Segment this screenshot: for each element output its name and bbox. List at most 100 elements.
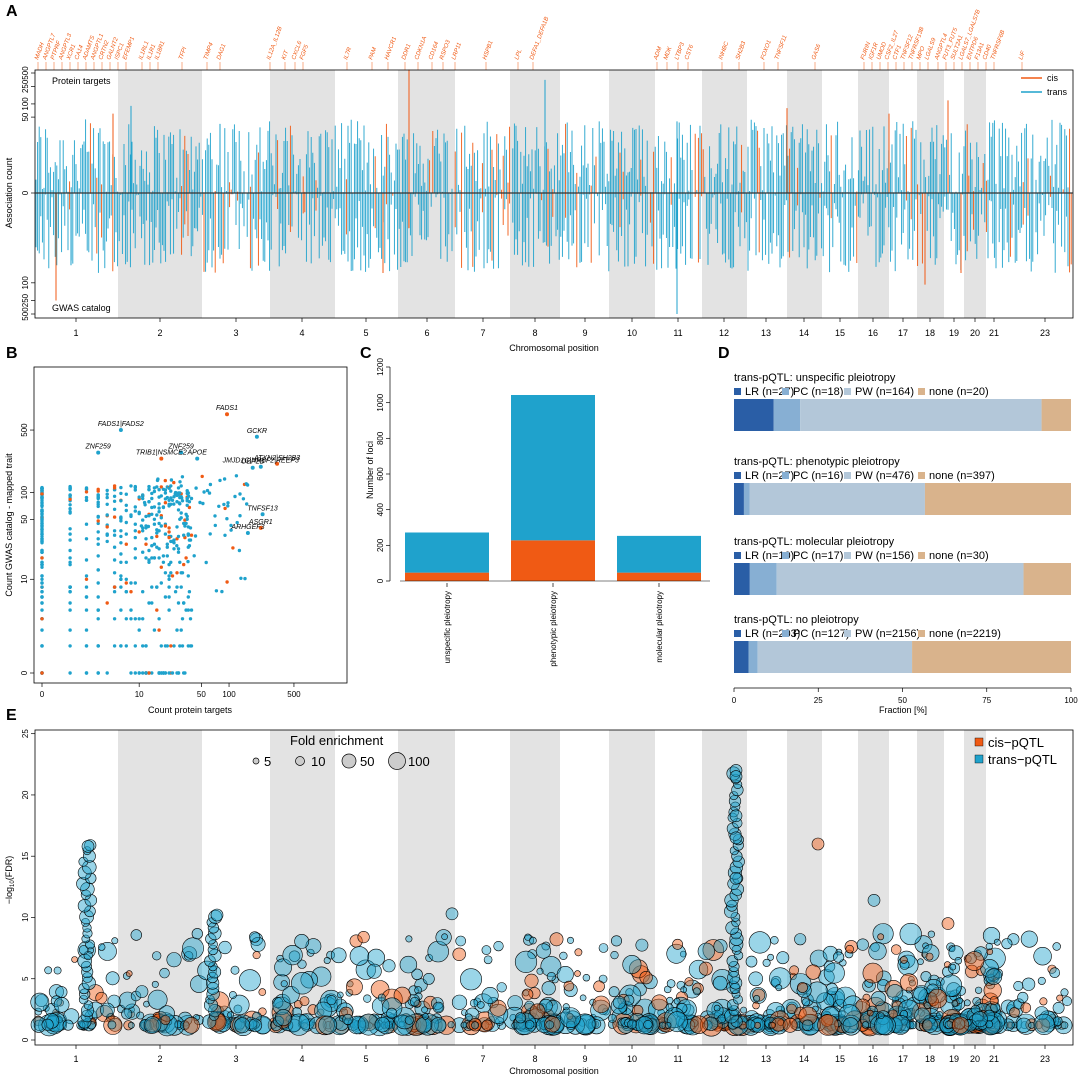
point-trans	[207, 922, 219, 934]
point-trans	[136, 1011, 145, 1020]
point-trans	[163, 571, 168, 575]
point-cis	[103, 1015, 123, 1035]
point-trans	[157, 556, 161, 560]
point-trans	[801, 1019, 814, 1032]
point-cis	[592, 995, 610, 1014]
size-legend-5: 5	[264, 754, 271, 769]
panel-a-letter: A	[6, 3, 18, 20]
point-trans	[169, 484, 173, 488]
point-trans	[182, 1021, 190, 1029]
point-trans	[133, 547, 137, 551]
point-trans	[182, 671, 186, 675]
point-trans	[150, 496, 154, 501]
point-trans	[971, 1011, 988, 1028]
y-tick-label: 0	[21, 1037, 30, 1042]
point-trans	[280, 980, 288, 988]
point-trans	[414, 986, 423, 995]
annotated-point	[250, 465, 255, 470]
point-trans	[40, 585, 44, 589]
point-trans	[159, 644, 163, 648]
point-trans	[156, 1014, 179, 1037]
point-cis	[231, 546, 235, 550]
point-trans	[141, 494, 145, 498]
legend-cis-label: cis−pQTL	[988, 735, 1044, 750]
point-trans	[119, 499, 123, 503]
point-trans	[730, 912, 741, 922]
x-tick-label: 18	[925, 328, 935, 338]
x-tick-label: 1	[73, 1054, 78, 1064]
point-trans	[399, 955, 418, 974]
annotation-label: TNFSF13	[247, 505, 277, 512]
point-trans	[144, 671, 148, 675]
point-trans	[204, 560, 208, 565]
point-trans	[127, 1021, 135, 1029]
point-trans	[308, 1016, 327, 1035]
y-tick-label: 10	[20, 574, 29, 583]
bar-trans	[511, 394, 595, 541]
point-trans	[133, 644, 137, 648]
x-tick-label: 50	[898, 696, 907, 705]
x-tick-label: 16	[868, 328, 878, 338]
point-trans	[189, 644, 194, 648]
x-tick-label: 10	[627, 328, 637, 338]
point-cis	[989, 996, 999, 1006]
point-trans	[119, 485, 123, 490]
annotated-point	[118, 428, 123, 432]
point-trans	[47, 1011, 68, 1031]
point-cis	[769, 1021, 776, 1029]
point-trans	[551, 976, 559, 984]
panel-d: D trans-pQTL: unspecific pleiotropy LR (n…	[718, 345, 1078, 715]
legend-swatch	[734, 472, 741, 479]
point-trans	[229, 994, 250, 1016]
y-tick-label: 200	[376, 538, 385, 552]
point-trans	[676, 1003, 688, 1014]
point-trans	[147, 487, 151, 491]
point-trans	[673, 997, 681, 1005]
fraction-segment	[757, 641, 913, 673]
point-trans	[965, 952, 977, 964]
point-cis	[258, 988, 267, 996]
gene-label: XCR1	[66, 44, 77, 62]
annotation-label: APOE	[186, 450, 207, 457]
annotated-point	[96, 450, 101, 455]
size-legend-circle-5	[252, 757, 260, 765]
point-cis	[159, 485, 163, 489]
x-tick-label: 0	[732, 696, 737, 705]
point-trans	[249, 931, 261, 943]
legend-swatch	[918, 552, 925, 559]
bar-cis	[405, 572, 489, 581]
point-cis	[798, 1006, 818, 1026]
point-trans	[306, 948, 315, 957]
group-title: trans-pQTL: unspecific pleiotropy	[734, 372, 896, 384]
legend-trans-label: trans	[1047, 87, 1068, 97]
point-trans	[163, 488, 168, 492]
point-trans	[133, 581, 137, 585]
x-tick-label: 6	[424, 1054, 429, 1064]
point-trans	[53, 996, 70, 1013]
point-trans	[105, 488, 109, 493]
point-trans	[963, 999, 971, 1007]
point-cis	[1039, 997, 1048, 1006]
point-trans	[726, 899, 738, 912]
point-trans	[432, 1001, 445, 1014]
point-trans	[141, 529, 145, 533]
gene-label: LPL	[514, 49, 523, 61]
point-trans	[906, 1021, 915, 1030]
point-trans	[150, 512, 154, 516]
point-trans	[179, 585, 183, 589]
point-trans	[471, 1021, 479, 1030]
point-trans	[682, 1018, 696, 1032]
point-trans	[608, 1014, 617, 1023]
point-trans	[176, 508, 181, 512]
point-trans	[96, 644, 100, 648]
point-trans	[794, 933, 807, 946]
gene-label: RSPO3	[439, 39, 452, 61]
point-trans	[96, 608, 100, 612]
point-trans	[447, 1021, 455, 1029]
point-trans	[582, 973, 591, 982]
point-cis	[921, 1019, 933, 1031]
point-trans	[169, 560, 173, 564]
point-trans	[119, 534, 123, 539]
gene-label: IGF1R	[868, 41, 880, 60]
point-trans	[155, 585, 159, 589]
